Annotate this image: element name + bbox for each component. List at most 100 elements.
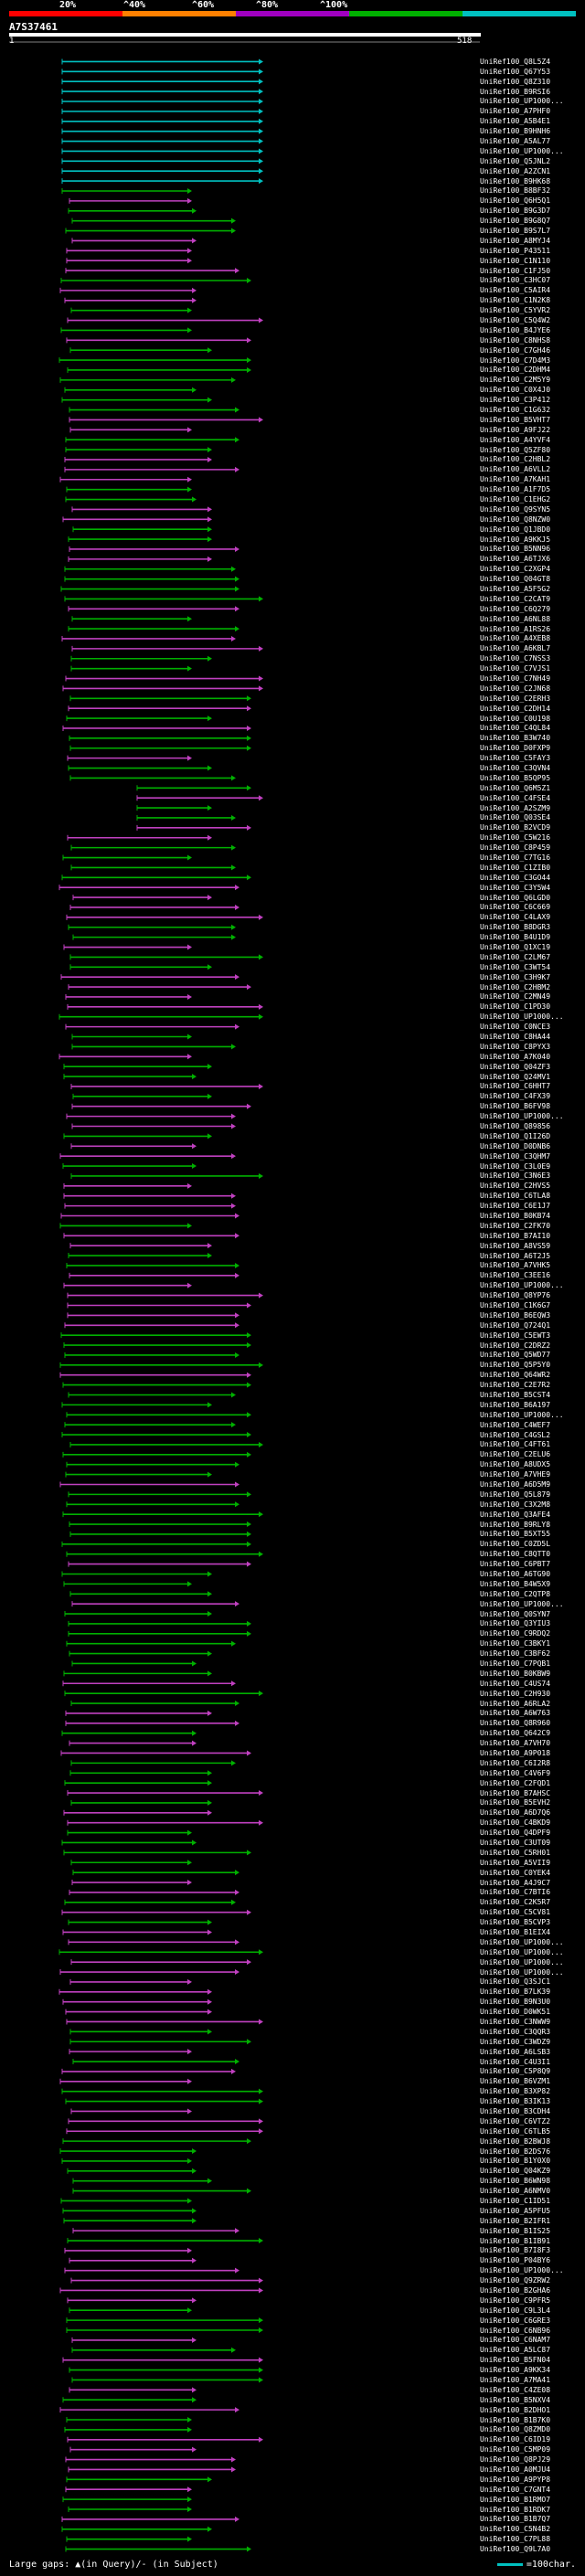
hit-label[interactable]: UniRef100_C2FK70 [480,1221,551,1230]
hit-label[interactable]: UniRef100_B8DGR3 [480,923,551,932]
hit-label[interactable]: UniRef100_C4FX39 [480,1092,551,1101]
hit-label[interactable]: UniRef100_A5B4E1 [480,117,551,126]
hit-label[interactable]: UniRef100_A5VII9 [480,1858,551,1867]
hit-label[interactable]: UniRef100_C2E7R2 [480,1381,551,1390]
hit-label[interactable]: UniRef100_C5P8Q9 [480,2067,551,2076]
hit-label[interactable]: UniRef100_A2SZM9 [480,803,551,812]
hit-label[interactable]: UniRef100_B9RSI6 [480,87,551,96]
hit-label[interactable]: UniRef100_C0ZD5L [480,1540,551,1549]
hit-label[interactable]: UniRef100_C0U198 [480,714,551,723]
hit-label[interactable]: UniRef100_Q03SE4 [480,813,551,822]
hit-label[interactable]: UniRef100_UP1000... [480,97,564,106]
hit-label[interactable]: UniRef100_Q04ZF3 [480,1062,551,1071]
hit-label[interactable]: UniRef100_C5RH01 [480,1848,551,1857]
hit-label[interactable]: UniRef100_B2IFR1 [480,2216,551,2225]
hit-label[interactable]: UniRef100_B4W5X9 [480,1579,551,1588]
hit-label[interactable]: UniRef100_Q8Z310 [480,77,551,86]
hit-label[interactable]: UniRef100_B5NXV4 [480,2395,551,2404]
hit-label[interactable]: UniRef100_C6E1J7 [480,1202,551,1211]
hit-label[interactable]: UniRef100_C1ZIB0 [480,863,551,872]
hit-label[interactable]: UniRef100_C2LM67 [480,952,551,961]
hit-label[interactable]: UniRef100_C3H9K7 [480,972,551,981]
hit-label[interactable]: UniRef100_C8NHS8 [480,335,551,345]
hit-label[interactable]: UniRef100_C1N2K8 [480,296,551,305]
hit-label[interactable]: UniRef100_Q3AFE4 [480,1510,551,1519]
hit-label[interactable]: UniRef100_B1Y0X0 [480,2157,551,2166]
hit-label[interactable]: UniRef100_C5Q4W2 [480,316,551,325]
hit-label[interactable]: UniRef100_C2QTP8 [480,1589,551,1598]
hit-label[interactable]: UniRef100_Q8NZW0 [480,514,551,524]
hit-label[interactable]: UniRef100_UP1000... [480,1281,564,1290]
hit-label[interactable]: UniRef100_P04BY6 [480,2256,551,2265]
hit-label[interactable]: UniRef100_Q1JBD0 [480,525,551,534]
hit-label[interactable]: UniRef100_B9S7L7 [480,227,551,236]
hit-label[interactable]: UniRef100_A5AL77 [480,137,551,146]
hit-label[interactable]: UniRef100_UP1000... [480,1957,564,1966]
hit-label[interactable]: UniRef100_B6FV98 [480,1102,551,1111]
hit-label[interactable]: UniRef100_A7KAH1 [480,475,551,484]
hit-label[interactable]: UniRef100_B6A197 [480,1400,551,1409]
hit-label[interactable]: UniRef100_Q64WR2 [480,1371,551,1380]
hit-label[interactable]: UniRef100_C9PFR5 [480,2295,551,2305]
hit-label[interactable]: UniRef100_B3CDH4 [480,2106,551,2115]
hit-label[interactable]: UniRef100_A5PFU5 [480,2206,551,2215]
hit-label[interactable]: UniRef100_A6RLA2 [480,1699,551,1708]
hit-label[interactable]: UniRef100_B1RMO7 [480,2495,551,2504]
hit-label[interactable]: UniRef100_C0X4J0 [480,386,551,395]
hit-label[interactable]: UniRef100_Q1XC19 [480,943,551,952]
hit-label[interactable]: UniRef100_Q5JNL2 [480,156,551,165]
hit-label[interactable]: UniRef100_C6NB96 [480,2326,551,2335]
hit-label[interactable]: UniRef100_C5AIR4 [480,286,551,295]
hit-label[interactable]: UniRef100_C5YVR2 [480,306,551,315]
hit-label[interactable]: UniRef100_A2ZCN1 [480,166,551,175]
hit-label[interactable]: UniRef100_B9RLY8 [480,1520,551,1529]
hit-label[interactable]: UniRef100_A9KKJ5 [480,535,551,544]
hit-label[interactable]: UniRef100_B1B7K0 [480,2415,551,2424]
hit-label[interactable]: UniRef100_C3QVN4 [480,764,551,773]
hit-label[interactable]: UniRef100_D0WK51 [480,2008,551,2017]
hit-label[interactable]: UniRef100_B7AI10 [480,1231,551,1240]
hit-label[interactable]: UniRef100_C5MP09 [480,2445,551,2454]
hit-label[interactable]: UniRef100_A1RS26 [480,624,551,633]
hit-label[interactable]: UniRef100_C5N4B2 [480,2525,551,2534]
hit-label[interactable]: UniRef100_B1EIX4 [480,1927,551,1936]
hit-label[interactable]: UniRef100_Q9SYN5 [480,504,551,514]
hit-label[interactable]: UniRef100_B3W740 [480,734,551,743]
hit-label[interactable]: UniRef100_UP1000... [480,1947,564,1956]
hit-label[interactable]: UniRef100_B5CVP3 [480,1918,551,1927]
hit-label[interactable]: UniRef100_C9L3L4 [480,2306,551,2315]
hit-label[interactable]: UniRef100_B2GHA6 [480,2285,551,2295]
hit-label[interactable]: UniRef100_A6NL88 [480,614,551,623]
hit-label[interactable]: UniRef100_B5NN96 [480,545,551,554]
hit-label[interactable]: UniRef100_B0KB74 [480,1212,551,1220]
hit-label[interactable]: UniRef100_B6WN98 [480,2177,551,2186]
hit-label[interactable]: UniRef100_Q3YIU3 [480,1619,551,1628]
hit-label[interactable]: UniRef100_C1K6G7 [480,1301,551,1309]
hit-label[interactable]: UniRef100_C2HBL2 [480,455,551,464]
hit-label[interactable]: UniRef100_B6VZM1 [480,2077,551,2086]
hit-label[interactable]: UniRef100_A7VHE9 [480,1470,551,1479]
hit-label[interactable]: UniRef100_C6TLB5 [480,2126,551,2136]
hit-label[interactable]: UniRef100_C6GRE3 [480,2316,551,2325]
hit-label[interactable]: UniRef100_C2DRZ2 [480,1341,551,1350]
hit-label[interactable]: UniRef100_C2HVS5 [480,1182,551,1191]
hit-label[interactable]: UniRef100_C1PD30 [480,1002,551,1012]
hit-label[interactable]: UniRef100_Q04GT8 [480,575,551,584]
hit-label[interactable]: UniRef100_C8QTT0 [480,1550,551,1559]
hit-label[interactable]: UniRef100_C6Q279 [480,604,551,613]
hit-label[interactable]: UniRef100_B5QP95 [480,773,551,782]
hit-label[interactable]: UniRef100_B3XP82 [480,2087,551,2096]
hit-label[interactable]: UniRef100_A6KBL7 [480,644,551,653]
hit-label[interactable]: UniRef100_Q24MV1 [480,1072,551,1081]
hit-label[interactable]: UniRef100_A6D7Q6 [480,1808,551,1818]
hit-label[interactable]: UniRef100_Q5WD77 [480,1351,551,1360]
hit-label[interactable]: UniRef100_B4U1D9 [480,933,551,942]
hit-label[interactable]: UniRef100_C3QQR3 [480,2027,551,2036]
hit-label[interactable]: UniRef100_C5W216 [480,833,551,843]
hit-label[interactable]: UniRef100_C2DH14 [480,704,551,713]
hit-label[interactable]: UniRef100_A4YVF4 [480,435,551,444]
hit-label[interactable]: UniRef100_B9HK68 [480,176,551,186]
hit-label[interactable]: UniRef100_C7VJS1 [480,664,551,673]
hit-label[interactable]: UniRef100_C0YEK4 [480,1868,551,1877]
hit-label[interactable]: UniRef100_B3IK13 [480,2097,551,2106]
